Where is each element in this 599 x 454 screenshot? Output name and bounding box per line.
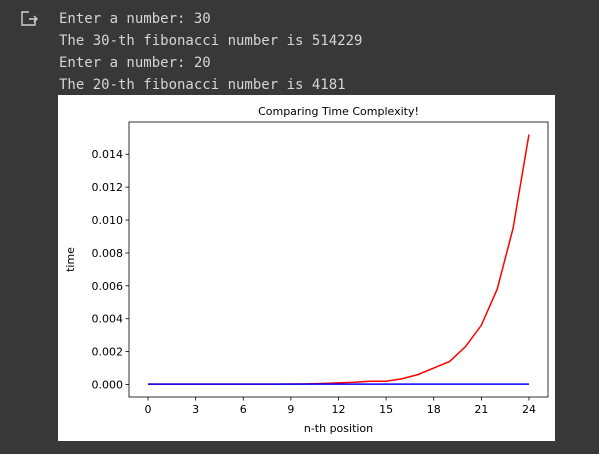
- x-tick-label: 24: [522, 403, 536, 416]
- console-line: Enter a number: 30: [59, 11, 211, 27]
- y-tick-label: 0.000: [92, 379, 124, 392]
- x-tick-label: 21: [474, 403, 488, 416]
- x-tick-label: 15: [379, 403, 393, 416]
- icon-box: [21, 11, 36, 26]
- output-icon: [21, 11, 38, 26]
- plot-frame: [128, 121, 549, 398]
- y-tick-label: 0.008: [92, 247, 124, 260]
- icon-arrow: [29, 15, 38, 23]
- x-tick-label: 9: [287, 403, 294, 416]
- console-line: The 30-th fibonacci number is 514229: [59, 33, 362, 49]
- y-tick-label: 0.006: [92, 280, 124, 293]
- x-tick-label: 12: [332, 403, 346, 416]
- x-tick-label: 3: [192, 403, 199, 416]
- x-tick-label: 18: [427, 403, 441, 416]
- y-tick-label: 0.010: [92, 214, 124, 227]
- console-line: Enter a number: 20: [59, 55, 211, 71]
- y-tick-label: 0.004: [92, 313, 124, 326]
- y-tick-label: 0.002: [92, 346, 124, 359]
- console-line: The 20-th fibonacci number is 4181: [59, 77, 346, 93]
- chart-image: [58, 95, 555, 441]
- chart-title: Comparing Time Complexity!: [258, 105, 419, 118]
- y-tick-label: 0.012: [92, 181, 124, 194]
- y-tick-label: 0.014: [92, 148, 124, 161]
- x-axis-label: n-th position: [304, 422, 373, 435]
- y-axis-label: time: [64, 247, 77, 272]
- x-tick-label: 6: [240, 403, 247, 416]
- x-tick-label: 0: [145, 403, 152, 416]
